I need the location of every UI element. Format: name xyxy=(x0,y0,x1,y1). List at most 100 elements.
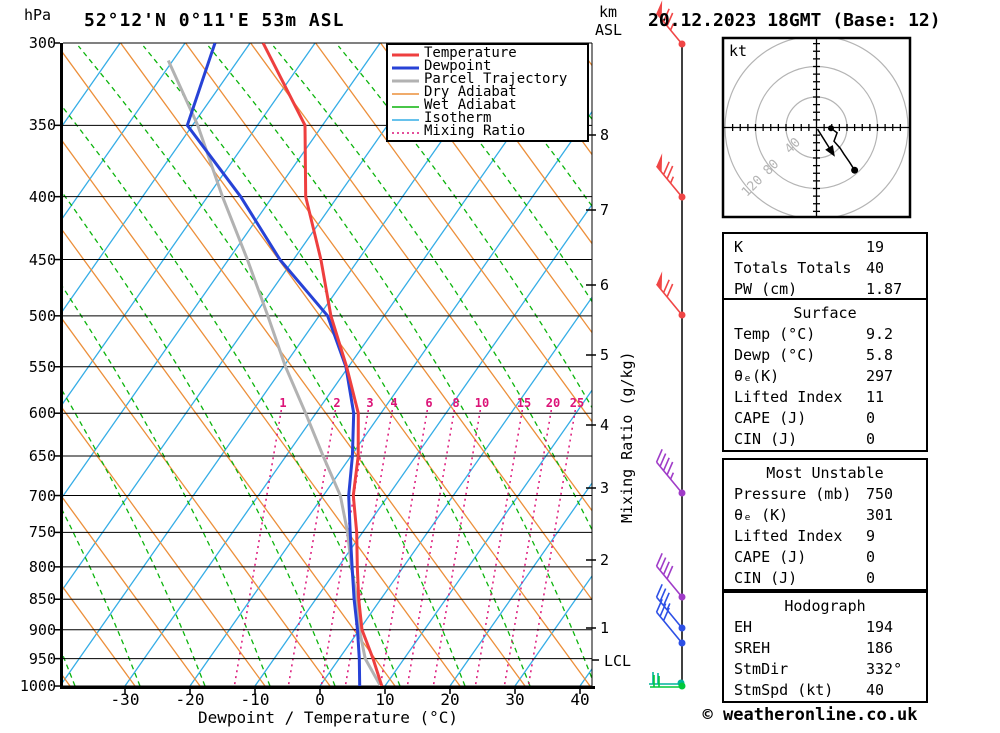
legend-item: Dewpoint xyxy=(388,57,587,76)
temperature-tick-label: 0 xyxy=(315,690,325,709)
table-row-label: CIN (J) xyxy=(734,430,798,448)
background-lines xyxy=(63,43,592,686)
table-row-label: θₑ(K) xyxy=(734,367,780,385)
legend-item-label: Parcel Trajectory xyxy=(424,71,568,87)
table-row-value: 0 xyxy=(866,569,876,587)
table-row-label: EH xyxy=(734,618,753,636)
mixing-ratio-value-label: 25 xyxy=(569,396,585,410)
km-tick-label: 2 xyxy=(600,551,610,569)
pressure-tick-label: 800 xyxy=(28,558,56,576)
table-row: Pressure (mb) 750 xyxy=(724,484,926,505)
pressure-tick-label: 700 xyxy=(28,487,56,505)
page-title: 52°12'N 0°11'E 53m ASL xyxy=(84,10,345,31)
pressure-unit-label: hPa xyxy=(24,6,52,24)
legend-line-sample xyxy=(392,57,419,76)
table-row-value: 186 xyxy=(866,639,894,657)
legend-item: Isotherm xyxy=(388,109,587,128)
wind-barb xyxy=(655,153,686,201)
mixing-ratio-value-label: 10 xyxy=(474,396,490,410)
legend-line-sample xyxy=(392,44,419,63)
wind-barb xyxy=(655,552,686,601)
table-row: K 19 xyxy=(724,237,926,258)
mixing-ratio-value-label: 3 xyxy=(366,396,374,410)
mixing-ratio-value-label: 6 xyxy=(425,396,433,410)
table-row: SREH 186 xyxy=(724,638,926,659)
legend-item: Parcel Trajectory xyxy=(388,70,587,89)
table-row-value: 19 xyxy=(866,238,885,256)
km-tick-label: 8 xyxy=(600,126,610,144)
table-row: StmSpd (kt) 40 xyxy=(724,680,926,701)
wind-barb-column xyxy=(649,0,686,690)
table-row-value: 40 xyxy=(866,681,885,699)
legend-item-label: Dewpoint xyxy=(424,58,492,74)
temperature-tick-label: 20 xyxy=(440,690,460,709)
chart-legend: Temperature Dewpoint Parcel Trajectory Dry … xyxy=(386,43,589,142)
table-row-value: 9.2 xyxy=(866,325,894,343)
table-row-label: PW (cm) xyxy=(734,280,798,298)
table-row-label: CIN (J) xyxy=(734,569,798,587)
table-row-value: 1.87 xyxy=(866,280,903,298)
parcel-trajectory-curve xyxy=(166,59,382,686)
legend-line-sample xyxy=(392,70,419,89)
pressure-tick-label: 350 xyxy=(28,116,56,134)
x-axis-title: Dewpoint / Temperature (°C) xyxy=(197,708,459,727)
wind-barb xyxy=(655,598,686,647)
table-row-label: Lifted Index xyxy=(734,527,843,545)
table-row-value: 297 xyxy=(866,367,894,385)
legend-item: Mixing Ratio xyxy=(388,124,587,138)
pressure-tick-label: 850 xyxy=(28,590,56,608)
table-row: Lifted Index 11 xyxy=(724,387,926,408)
table-row-value: 750 xyxy=(866,485,894,503)
wind-barb xyxy=(655,271,686,319)
mixing-ratio-value-label: 2 xyxy=(333,396,341,410)
wind-barb xyxy=(655,583,686,632)
pressure-tick-label: 400 xyxy=(28,188,56,206)
legend-item-label: Dry Adiabat xyxy=(424,84,517,100)
table-row: CAPE (J) 0 xyxy=(724,547,926,568)
km-axis-unit: km xyxy=(599,3,618,21)
table-row: EH 194 xyxy=(724,617,926,638)
axes xyxy=(54,42,599,694)
pressure-tick-label: 1000 xyxy=(19,677,56,695)
table-header: Surface xyxy=(793,304,857,322)
table-row: Temp (°C) 9.2 xyxy=(724,324,926,345)
table-row-value: 5.8 xyxy=(866,346,894,364)
wind-barb xyxy=(655,0,686,48)
table-row-label: Pressure (mb) xyxy=(734,485,852,503)
temperature-tick-label: -10 xyxy=(240,690,270,709)
table-row: CIN (J) 0 xyxy=(724,429,926,450)
stats-table-indices: K 19 Totals Totals 40 PW (cm) 1.87 xyxy=(722,232,928,302)
table-row-label: SREH xyxy=(734,639,771,657)
mixing-ratio-value-label: 15 xyxy=(516,396,532,410)
pressure-tick-label: 900 xyxy=(28,621,56,639)
table-row-label: CAPE (J) xyxy=(734,548,807,566)
stats-table-hodograph: Hodograph EH 194 SREH 186 StmDir 332° StmSpd (k… xyxy=(722,591,928,703)
table-row-value: 301 xyxy=(866,506,894,524)
dewpoint-curve xyxy=(185,43,362,686)
km-tick-label: 4 xyxy=(600,416,610,434)
pressure-tick-label: 750 xyxy=(28,523,56,541)
hodograph-unit-label: kt xyxy=(729,42,748,60)
pressure-tick-label: 300 xyxy=(28,34,56,52)
table-row: CIN (J) 0 xyxy=(724,568,926,589)
temperature-tick-label: 40 xyxy=(570,690,590,709)
table-row: Totals Totals 40 xyxy=(724,258,926,279)
table-row-label: Temp (°C) xyxy=(734,325,816,343)
table-row: θₑ (K) 301 xyxy=(724,505,926,526)
copyright: © weatheronline.co.uk xyxy=(702,705,918,725)
table-row-value: 0 xyxy=(866,430,876,448)
km-tick-label: 5 xyxy=(600,346,610,364)
stats-table-most-unstable: Most Unstable Pressure (mb) 750 θₑ (K) 301 Li… xyxy=(722,458,928,591)
legend-line-sample xyxy=(392,96,419,115)
temperature-curve xyxy=(261,43,384,686)
pressure-tick-label: 450 xyxy=(28,251,56,269)
pressure-tick-label: 500 xyxy=(28,307,56,325)
table-row-label: Lifted Index xyxy=(734,388,843,406)
table-row-label: Totals Totals xyxy=(734,259,852,277)
table-row-value: 194 xyxy=(866,618,894,636)
legend-line-sample xyxy=(392,109,419,128)
asl-axis-unit: ASL xyxy=(595,21,623,39)
lcl-label: LCL xyxy=(604,652,632,670)
run-datetime-title: 20.12.2023 18GMT (Base: 12) xyxy=(648,10,941,31)
